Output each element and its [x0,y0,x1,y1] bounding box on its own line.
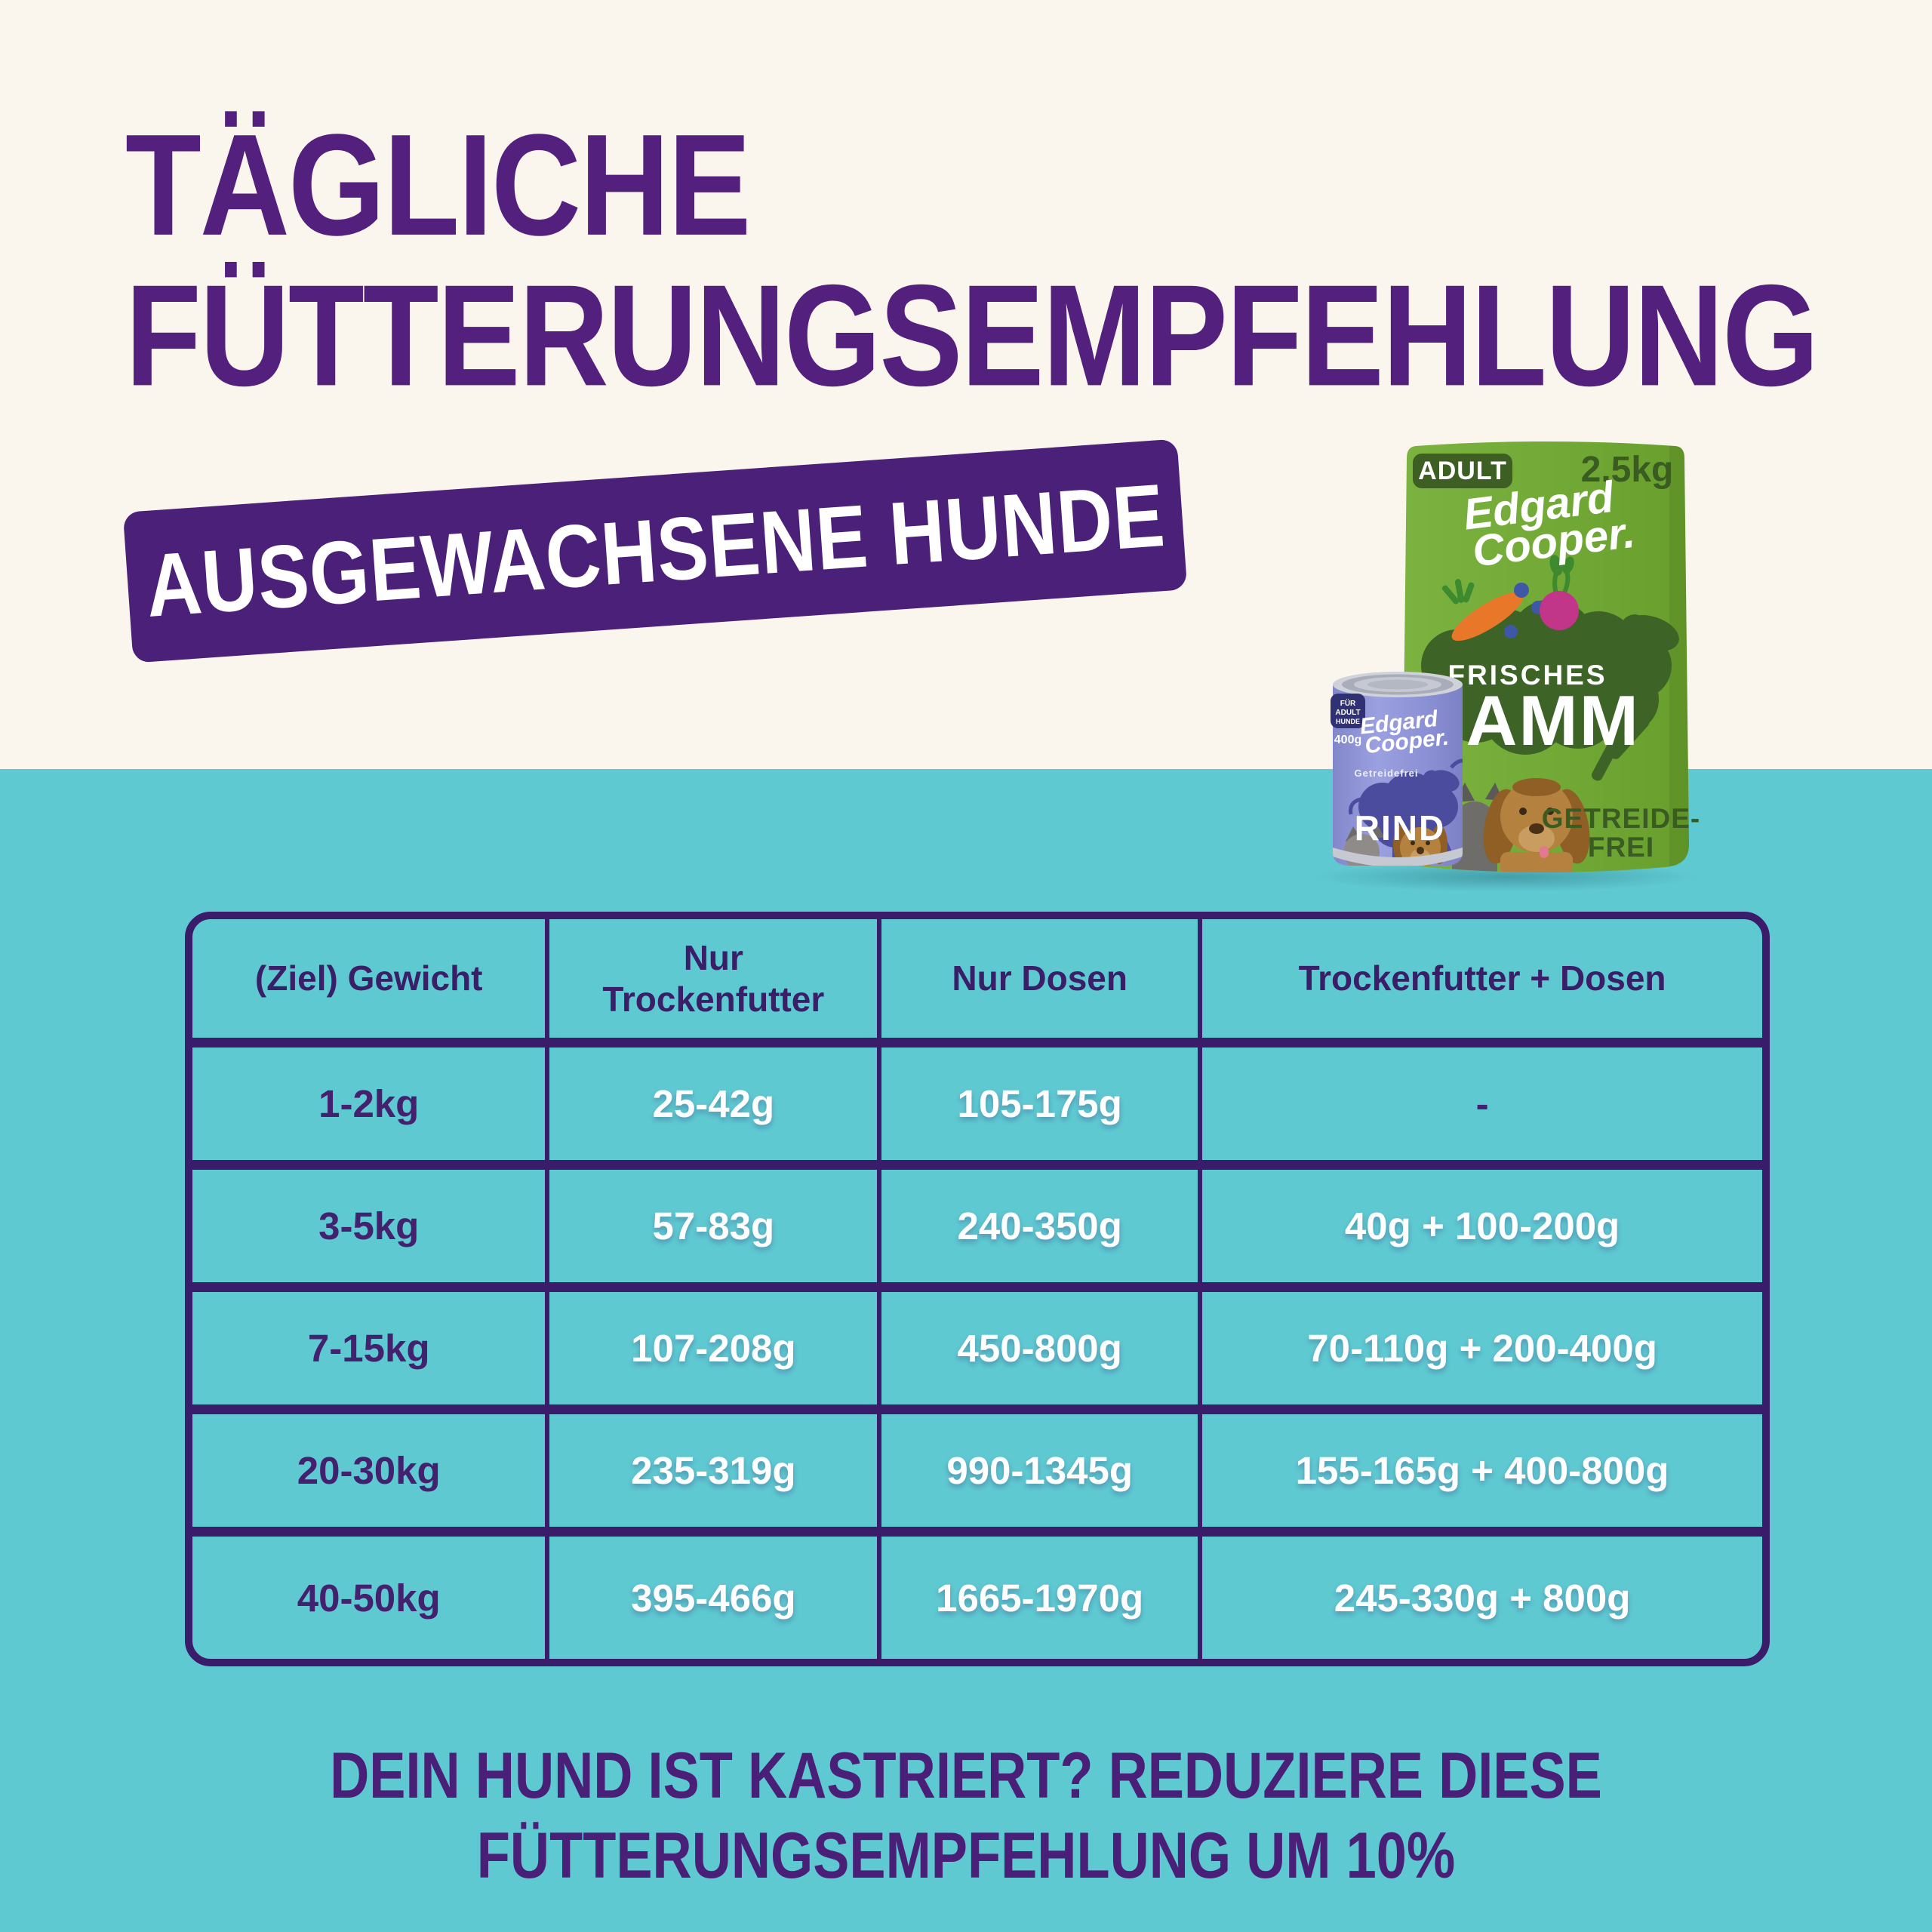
feeding-table-cell: 240-350g [881,1170,1203,1292]
feeding-table-cell: 1-2kg [192,1048,550,1170]
feeding-table-cell: - [1202,1048,1762,1170]
feeding-table-cell: 105-175g [881,1048,1203,1170]
can-badge-line-1: FÜR [1340,698,1356,708]
bag-flavor-kicker: FRISCHES [1447,660,1607,691]
grain-free-line-1: GETREIDE- [1542,803,1700,834]
title-line-1: TÄGLICHE [125,104,751,266]
can-weight: 400g [1334,734,1361,746]
title-line-2: FÜTTERUNGSEMPFEHLUNG [125,254,1819,416]
feeding-table-cell: 107-208g [549,1292,882,1414]
subtitle-banner: AUSGEWACHSENE HUNDE [122,438,1188,663]
subtitle-text: AUSGEWACHSENE HUNDE [142,465,1168,637]
adult-badge-label: ADULT [1418,457,1507,485]
feeding-table-cell: 990-1345g [881,1414,1203,1537]
wet-food-can: FÜR ADULT HUNDE 400g Edgard Cooper. Getr… [1331,672,1463,866]
can-bottom-rim [1333,848,1463,866]
can-badge: FÜR ADULT HUNDE [1331,694,1365,728]
feeding-table-header-cell: Trockenfutter + Dosen [1202,919,1762,1048]
feeding-table-cell: 1665-1970g [881,1537,1203,1659]
feeding-table-header-cell: Nur Trockenfutter [549,919,882,1048]
feeding-table-cell: 20-30kg [192,1414,550,1537]
feeding-table-cell: 245-330g + 800g [1334,1576,1631,1620]
grain-free-claim: GETREIDE- FREI [1542,803,1700,863]
can-brand-logo: Edgard Cooper. [1358,706,1450,758]
feeding-table-cell: 235-319g [549,1414,882,1537]
can-claim: Getreidefrei [1355,768,1419,779]
can-lid [1333,672,1463,697]
feeding-table-header-cell: Nur Dosen [881,919,1203,1048]
feeding-table-cell: 395-466g [549,1537,882,1659]
feeding-table-cell: 450-800g [881,1292,1203,1414]
carrot-icon [1441,579,1524,641]
feeding-table-cell: 7-15kg [192,1292,550,1414]
feeding-table-cell: 70-110g + 200-400g [1202,1292,1762,1414]
can-badge-line-2: ADULT [1335,709,1360,717]
feeding-table-cell: 3-5kg [192,1170,550,1292]
feeding-table-cell: 40-50kg [192,1537,550,1659]
can-badge-line-3: HUNDE [1336,718,1360,725]
dry-food-bag: ADULT 2.5kg Edgard Cooper. FRISCHES LAMM… [1401,441,1700,872]
footer-line-1: DEIN HUND IST KASTRIERT? REDUZIERE DIESE [330,1740,1602,1812]
dog-illustration [1483,778,1590,872]
feeding-table-header-cell: (Ziel) Gewicht [192,919,550,1048]
footer-note: DEIN HUND IST KASTRIERT? REDUZIERE DIESE… [155,1736,1777,1896]
grain-free-line-2: FREI [1588,832,1654,863]
feeding-table-cell: 40g + 100-200g [1202,1170,1762,1292]
feeding-table: (Ziel) Gewicht Nur Trockenfutter Nur Dosen… [185,912,1770,1666]
can-flavor: RIND [1355,808,1445,848]
feeding-table-cell: 155-165g + 400-800g [1202,1414,1762,1537]
feeding-table-cell: 57-83g [549,1170,882,1292]
beet-icon [1540,555,1579,630]
teal-background-section [0,769,1932,1932]
adult-badge: ADULT [1413,454,1512,488]
bag-weight: 2.5kg [1581,450,1674,490]
page-title: TÄGLICHE FÜTTERUNGSEMPFEHLUNG [125,104,1819,416]
footer-line-2: FÜTTERUNGSEMPFEHLUNG UM 10% [476,1820,1456,1892]
feeding-table-cell: 25-42g [549,1048,882,1170]
